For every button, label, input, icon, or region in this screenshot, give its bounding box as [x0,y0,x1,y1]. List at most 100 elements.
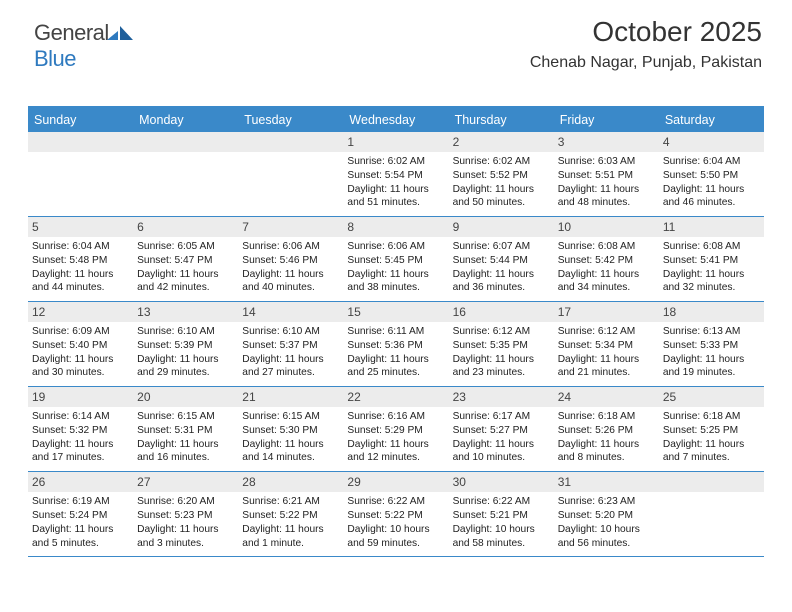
day-number: 31 [554,472,659,492]
location-text: Chenab Nagar, Punjab, Pakistan [530,54,762,72]
day-info-line: Sunset: 5:52 PM [453,169,550,183]
day-info-line: Sunset: 5:20 PM [558,509,655,523]
day-info-line: Sunset: 5:24 PM [32,509,129,523]
calendar-cell: 25Sunrise: 6:18 AMSunset: 5:25 PMDayligh… [659,387,764,471]
calendar-cell: 17 Sunrise: 6:12 AMSunset: 5:34 PMDayligh… [554,302,659,386]
day-info-line: Sunrise: 6:15 AM [137,410,234,424]
day-info-line: Sunrise: 6:14 AM [32,410,129,424]
day-info-line: Sunset: 5:25 PM [663,424,760,438]
day-info: Sunrise: 6:04 AMSunset: 5:50 PMDaylight:… [663,155,760,210]
day-info: Sunrise: 6:09 AMSunset: 5:40 PMDaylight:… [32,325,129,380]
weekday-sun: Sunday [28,108,133,132]
day-number: 1 [343,132,448,152]
calendar-cell: 30Sunrise: 6:22 AMSunset: 5:21 PMDayligh… [449,472,554,556]
day-info-line: Sunset: 5:50 PM [663,169,760,183]
day-info-line: Sunrise: 6:10 AM [242,325,339,339]
calendar-week: 5Sunrise: 6:04 AMSunset: 5:48 PMDaylight… [28,217,764,302]
calendar-cell: 16Sunrise: 6:12 AMSunset: 5:35 PMDayligh… [449,302,554,386]
day-info-line: Daylight: 11 hours [242,438,339,452]
day-info-line: Sunset: 5:21 PM [453,509,550,523]
day-info-line: and 42 minutes. [137,281,234,295]
day-number: 19 [28,387,133,407]
day-info-line: Sunrise: 6:22 AM [347,495,444,509]
day-number: 14 [238,302,343,322]
day-info: Sunrise: 6:19 AMSunset: 5:24 PMDaylight:… [32,495,129,550]
day-info-line: Sunset: 5:44 PM [453,254,550,268]
day-number: 29 [343,472,448,492]
calendar-cell: 15Sunrise: 6:11 AMSunset: 5:36 PMDayligh… [343,302,448,386]
weekday-fri: Friday [554,108,659,132]
day-info-line: Sunrise: 6:18 AM [558,410,655,424]
day-info-line: Sunset: 5:23 PM [137,509,234,523]
calendar-cell: 14Sunrise: 6:10 AMSunset: 5:37 PMDayligh… [238,302,343,386]
day-info-line: and 14 minutes. [242,451,339,465]
day-info-line: Daylight: 11 hours [453,438,550,452]
day-info-line: Daylight: 11 hours [453,268,550,282]
day-info: Sunrise: 6:16 AMSunset: 5:29 PMDaylight:… [347,410,444,465]
calendar-cell [659,472,764,556]
day-number: 24 [554,387,659,407]
day-number [659,472,764,492]
day-info-line: Sunrise: 6:08 AM [558,240,655,254]
day-info-line: and 48 minutes. [558,196,655,210]
day-info-line: Daylight: 11 hours [663,183,760,197]
day-info-line: Sunrise: 6:12 AM [558,325,655,339]
calendar-cell: 11Sunrise: 6:08 AMSunset: 5:41 PMDayligh… [659,217,764,301]
day-info-line: Sunrise: 6:08 AM [663,240,760,254]
day-info-line: Daylight: 11 hours [347,438,444,452]
day-info-line: and 21 minutes. [558,366,655,380]
day-info: Sunrise: 6:20 AMSunset: 5:23 PMDaylight:… [137,495,234,550]
day-info: Sunrise: 6:17 AMSunset: 5:27 PMDaylight:… [453,410,550,465]
calendar-cell: 22Sunrise: 6:16 AMSunset: 5:29 PMDayligh… [343,387,448,471]
day-info-line: Sunrise: 6:19 AM [32,495,129,509]
day-info-line: Sunrise: 6:04 AM [663,155,760,169]
day-info-line: and 32 minutes. [663,281,760,295]
day-info-line: Sunset: 5:47 PM [137,254,234,268]
day-info: Sunrise: 6:02 AMSunset: 5:54 PMDaylight:… [347,155,444,210]
day-info-line: Sunrise: 6:20 AM [137,495,234,509]
calendar-cell: 20Sunrise: 6:15 AMSunset: 5:31 PMDayligh… [133,387,238,471]
day-info-line: Sunset: 5:33 PM [663,339,760,353]
day-info-line: Sunset: 5:31 PM [137,424,234,438]
day-info-line: and 44 minutes. [32,281,129,295]
calendar: Sunday Monday Tuesday Wednesday Thursday… [28,106,764,557]
day-number [133,132,238,152]
calendar-cell: 13Sunrise: 6:10 AMSunset: 5:39 PMDayligh… [133,302,238,386]
day-info-line: Sunset: 5:37 PM [242,339,339,353]
calendar-week: 26Sunrise: 6:19 AMSunset: 5:24 PMDayligh… [28,472,764,557]
day-info-line: Daylight: 11 hours [663,353,760,367]
day-info-line: Sunset: 5:51 PM [558,169,655,183]
day-info: Sunrise: 6:14 AMSunset: 5:32 PMDaylight:… [32,410,129,465]
day-info-line: and 3 minutes. [137,537,234,551]
day-info-line: and 34 minutes. [558,281,655,295]
calendar-cell: 3Sunrise: 6:03 AMSunset: 5:51 PMDaylight… [554,132,659,216]
weekday-mon: Monday [133,108,238,132]
day-info-line: Daylight: 10 hours [558,523,655,537]
day-number: 5 [28,217,133,237]
day-info-line: Daylight: 11 hours [137,523,234,537]
day-info-line: Sunrise: 6:09 AM [32,325,129,339]
day-number: 18 [659,302,764,322]
day-number: 3 [554,132,659,152]
day-info-line: and 51 minutes. [347,196,444,210]
day-info-line: Sunrise: 6:18 AM [663,410,760,424]
day-info-line: Sunrise: 6:05 AM [137,240,234,254]
day-info: Sunrise: 6:12 AMSunset: 5:34 PMDaylight:… [558,325,655,380]
calendar-cell [238,132,343,216]
day-number: 27 [133,472,238,492]
day-info-line: Daylight: 11 hours [242,523,339,537]
day-info-line: Sunset: 5:22 PM [347,509,444,523]
calendar-weeks: 1 Sunrise: 6:02 AMSunset: 5:54 PMDaylight… [28,132,764,557]
day-info-line: Sunset: 5:54 PM [347,169,444,183]
day-info: Sunrise: 6:22 AMSunset: 5:21 PMDaylight:… [453,495,550,550]
day-number: 17 [554,302,659,322]
day-info-line: Sunset: 5:48 PM [32,254,129,268]
calendar-cell: 23Sunrise: 6:17 AMSunset: 5:27 PMDayligh… [449,387,554,471]
day-info-line: Sunrise: 6:06 AM [242,240,339,254]
day-info: Sunrise: 6:18 AMSunset: 5:26 PMDaylight:… [558,410,655,465]
calendar-cell: 26Sunrise: 6:19 AMSunset: 5:24 PMDayligh… [28,472,133,556]
day-number: 2 [449,132,554,152]
day-number: 9 [449,217,554,237]
day-info-line: Daylight: 11 hours [137,268,234,282]
day-info: Sunrise: 6:05 AMSunset: 5:47 PMDaylight:… [137,240,234,295]
